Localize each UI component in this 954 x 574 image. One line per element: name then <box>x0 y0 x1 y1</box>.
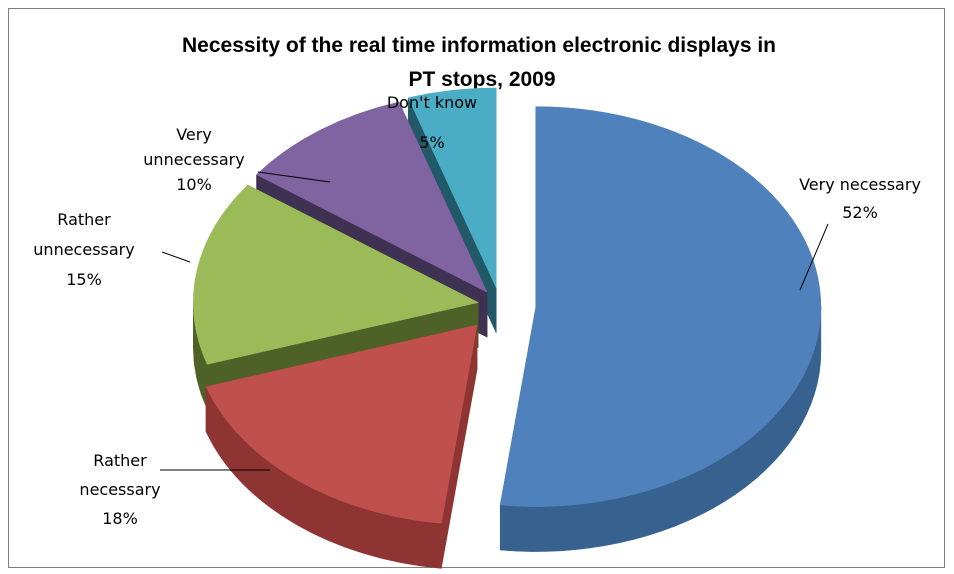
slice-top-very-unnecessary <box>256 101 488 293</box>
data-label-rather-unnecessary-1: unnecessary <box>33 240 134 259</box>
leader-line-rather-unnecessary <box>161 251 191 263</box>
data-label-very-unnecessary-2: 10% <box>176 175 212 194</box>
slice-top-rather-unnecessary <box>193 184 479 365</box>
chart-title-line-1: Necessity of the real time information e… <box>182 34 776 57</box>
data-label-rather-necessary-1: necessary <box>79 480 160 499</box>
data-labels: Very necessary 52% Rather necessary 18% Rathe… <box>33 93 921 528</box>
leader-line-very-necessary <box>799 223 829 291</box>
data-label-very-unnecessary-0: Very <box>176 125 212 144</box>
slice-top-rather-necessary <box>205 324 478 524</box>
data-label-don-t-know-1: 5% <box>419 133 444 152</box>
data-label-rather-necessary-2: 18% <box>102 509 138 528</box>
slice-top-very-necessary <box>499 106 822 507</box>
slice-rather-necessary <box>205 324 478 569</box>
data-label-very-necessary-0: Very necessary <box>799 175 921 194</box>
data-label-very-necessary-1: 52% <box>842 203 878 222</box>
leader-line-very-unnecessary <box>257 171 331 183</box>
chart-title-line-2: PT stops, 2009 <box>408 68 555 91</box>
data-label-rather-unnecessary-0: Rather <box>57 210 111 229</box>
slice-very-necessary <box>499 106 822 552</box>
pie-slices <box>193 87 822 569</box>
data-label-very-unnecessary-1: unnecessary <box>143 150 244 169</box>
data-label-don-t-know-0: Don't know <box>387 93 477 112</box>
slice-top-don-t-know <box>407 87 497 289</box>
data-label-rather-unnecessary-2: 15% <box>66 270 102 289</box>
data-label-rather-necessary-0: Rather <box>93 451 147 470</box>
